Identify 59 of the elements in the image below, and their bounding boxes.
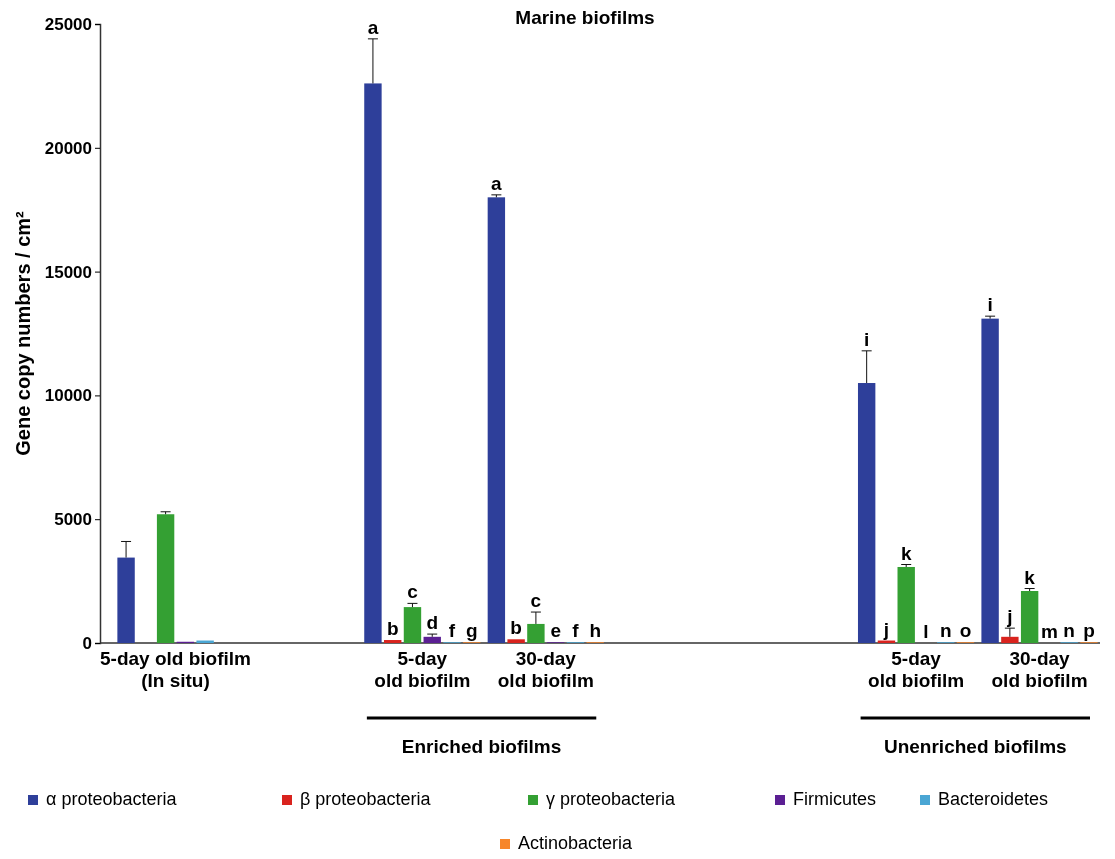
legend-label: Bacteroidetes bbox=[938, 789, 1049, 809]
data-label: h bbox=[589, 620, 601, 642]
bar bbox=[403, 607, 422, 643]
bar bbox=[1020, 591, 1039, 643]
data-label: f bbox=[572, 620, 580, 642]
data-label: j bbox=[1006, 606, 1013, 628]
bar bbox=[423, 636, 441, 643]
x-tick-label: 30-day old biofilm bbox=[991, 648, 1088, 691]
data-label: d bbox=[426, 612, 439, 634]
legend-label: α proteobacteria bbox=[46, 789, 178, 809]
data-label: c bbox=[530, 590, 542, 612]
legend-label: Firmicutes bbox=[793, 789, 877, 809]
legend-label: γ proteobacteria bbox=[546, 789, 677, 809]
data-label: n bbox=[939, 620, 952, 642]
y-tick-label: 20000 bbox=[44, 138, 92, 158]
data-label: o bbox=[959, 620, 972, 642]
legend-label: Actinobacteria bbox=[518, 833, 634, 853]
data-label: m bbox=[1040, 621, 1058, 642]
bar bbox=[1001, 636, 1019, 643]
data-label: a bbox=[491, 172, 503, 194]
data-label: l bbox=[923, 621, 929, 642]
y-tick-label: 15000 bbox=[44, 262, 92, 282]
data-label: c bbox=[407, 581, 419, 603]
bar bbox=[364, 83, 382, 643]
y-tick-label: 5000 bbox=[54, 510, 92, 530]
x-tick-label: 5-day old biofilm bbox=[868, 648, 965, 691]
data-label: n bbox=[1063, 620, 1075, 642]
chart-title: Marine biofilms bbox=[515, 7, 655, 28]
bar bbox=[156, 514, 175, 643]
bar bbox=[507, 639, 525, 643]
data-label: a bbox=[367, 16, 379, 38]
x-tick-label: 5-day old biofilm bbox=[374, 648, 471, 691]
data-label: e bbox=[550, 620, 561, 642]
data-label: p bbox=[1083, 620, 1095, 642]
bar bbox=[527, 623, 545, 643]
bar bbox=[117, 557, 135, 643]
data-label: g bbox=[465, 620, 478, 642]
bar bbox=[857, 383, 876, 643]
data-label: i bbox=[864, 328, 870, 350]
bar bbox=[981, 318, 999, 643]
text: Unenriched biofilms bbox=[883, 736, 1067, 757]
data-label: f bbox=[448, 620, 456, 642]
x-tick-label: 30-day old biofilm bbox=[497, 648, 594, 691]
bar bbox=[897, 566, 915, 643]
data-label: k bbox=[900, 542, 912, 564]
data-label: j bbox=[882, 618, 890, 640]
text: Enriched biofilms bbox=[401, 736, 562, 757]
data-label: b bbox=[386, 618, 399, 640]
y-tick-label: 10000 bbox=[44, 386, 92, 406]
data-label: i bbox=[987, 294, 993, 316]
y-axis-title: Gene copy numbers / cm² bbox=[12, 210, 34, 456]
x-tick-label: 5-day old biofilm (In situ) bbox=[100, 648, 251, 691]
y-tick-label: 25000 bbox=[44, 14, 92, 34]
legend-label: β proteobacteria bbox=[300, 789, 432, 809]
data-label: k bbox=[1024, 566, 1036, 588]
y-tick-label: 0 bbox=[82, 633, 92, 653]
bar bbox=[487, 197, 506, 643]
data-label: b bbox=[510, 617, 522, 639]
bar bbox=[384, 640, 402, 643]
